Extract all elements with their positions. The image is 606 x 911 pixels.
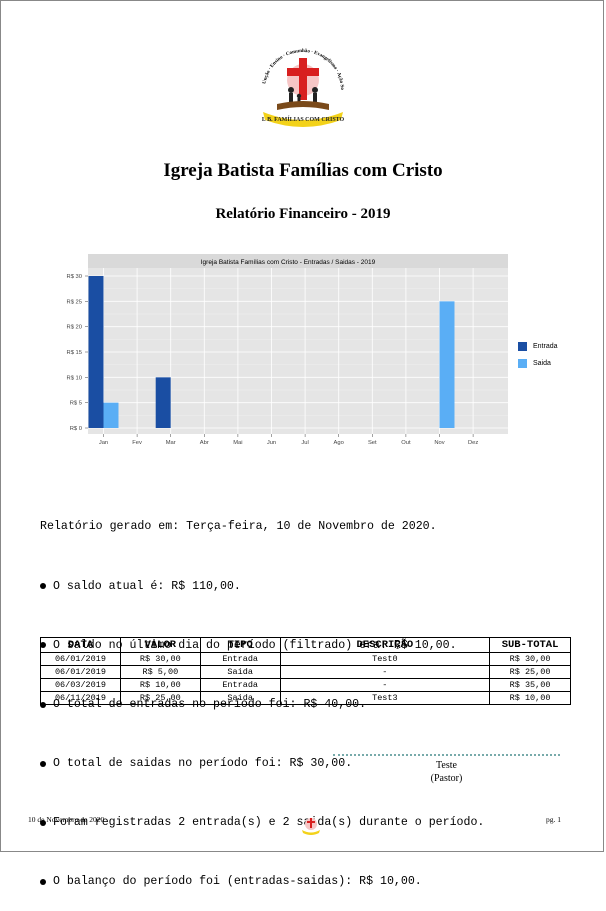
footer-logo [302,818,320,835]
x-tick-label: Mar [166,440,176,446]
cell-valor: R$ 5,00 [119,665,201,679]
col-header-descricao: DESCRIÇÃO [279,637,491,653]
report-item: O balanço do período foi (entradas-saida… [40,872,484,892]
cell-tipo: Saida [199,691,281,705]
legend-label-entrada: Entrada [533,343,558,350]
bullet-icon [40,760,46,767]
transactions-table: DATA VALOR TIPO DESCRIÇÃO SUB-TOTAL 06/0… [40,637,571,705]
cell-subtotal: R$ 10,00 [489,691,571,705]
cell-valor: R$ 30,00 [119,652,201,666]
signature-role: (Pastor) [430,773,463,784]
cell-descricao: Test3 [279,691,491,705]
x-tick-label: Dez [468,440,478,446]
chart-title-strip [88,254,508,268]
y-tick-label: R$ 5 [70,401,82,407]
y-tick-label: R$ 25 [67,299,82,305]
page-subtitle: Relatório Financeiro - 2019 [215,206,391,222]
col-header-tipo: TIPO [199,637,281,653]
bar-saida-nov [439,301,455,428]
footer-page-number: pg. 1 [546,815,561,824]
bar-entrada-mar [155,377,171,428]
report-generated: Relatório gerado em: Terça-feira, 10 de … [40,520,437,534]
col-header-data: DATA [40,637,121,653]
report-item: O total de saidas no período foi: R$ 30,… [40,754,484,774]
cell-data: 06/03/2019 [40,678,121,692]
legend-label-saida: Saida [533,360,551,367]
x-tick-label: Jan [99,440,108,446]
cell-valor: R$ 10,00 [119,678,201,692]
cell-subtotal: R$ 25,00 [489,665,571,679]
legend-swatch-saida [518,359,527,368]
table-row: 06/01/2019 R$ 30,00 Entrada Test0 R$ 30,00 [40,652,571,666]
x-tick-label: Mai [233,440,242,446]
x-tick-label: Abr [200,440,209,446]
cell-data: 06/11/2019 [40,691,121,705]
cell-data: 06/01/2019 [40,665,121,679]
cell-tipo: Saida [199,665,281,679]
page-title: Igreja Batista Famílias com Cristo [163,160,443,181]
cell-descricao: - [279,678,491,692]
report-item: O saldo atual é: R$ 110,00. [40,577,484,597]
church-logo: Unção · Ensino · Comunhão · Evangelismo … [255,40,345,127]
cell-data: 06/01/2019 [40,652,121,666]
x-tick-label: Fev [132,440,142,446]
chart-legend: Entrada Saida [518,338,558,372]
x-tick-label: Out [401,440,411,446]
bullet-icon [40,701,46,708]
col-header-subtotal: SUB-TOTAL [489,637,571,653]
table-row: 06/11/2019 R$ 25,00 Saida Test3 R$ 10,00 [40,691,571,705]
legend-item-entrada: Entrada [518,338,558,355]
cell-subtotal: R$ 35,00 [489,678,571,692]
x-tick-label: Jun [267,440,276,446]
footer-date: 10 de Novembro de 2020 [28,815,105,824]
cell-subtotal: R$ 30,00 [489,652,571,666]
x-tick-label: Ago [334,440,344,446]
bar-saida-jan [103,402,119,428]
bullet-icon [40,583,46,590]
chart-title: Igreja Batista Famílias com Cristo - Ent… [201,259,376,266]
report-page [0,0,604,852]
y-tick-label: R$ 20 [67,325,82,331]
bar-entrada-jan [88,276,104,428]
logo-banner-text: I. B. FAMÍLIAS COM CRISTO [262,115,345,123]
table-header-row: DATA VALOR TIPO DESCRIÇÃO SUB-TOTAL [40,637,571,653]
x-tick-label: Jul [301,440,308,446]
table-row: 06/01/2019 R$ 5,00 Saida - R$ 25,00 [40,665,571,679]
signature-name: Teste [436,760,457,771]
signature-line [333,754,560,756]
x-tick-label: Set [368,440,377,446]
legend-swatch-entrada [518,342,527,351]
col-header-valor: VALOR [119,637,201,653]
cell-descricao: Test0 [279,652,491,666]
x-tick-label: Nov [434,440,444,446]
cell-tipo: Entrada [199,678,281,692]
y-tick-label: R$ 10 [67,375,82,381]
bullet-icon [40,878,46,885]
cell-tipo: Entrada [199,652,281,666]
bar-chart: Igreja Batista Famílias com Cristo - Ent… [40,254,508,450]
bullet-icon [40,819,46,826]
legend-item-saida: Saida [518,355,558,372]
cell-valor: R$ 25,00 [119,691,201,705]
report-item: Foram registradas 2 entrada(s) e 2 saida… [40,813,484,833]
table-row: 06/03/2019 R$ 10,00 Entrada - R$ 35,00 [40,678,571,692]
y-tick-label: R$ 15 [67,350,82,356]
y-tick-label: R$ 30 [67,274,82,280]
y-tick-label: R$ 0 [70,426,82,432]
cell-descricao: - [279,665,491,679]
